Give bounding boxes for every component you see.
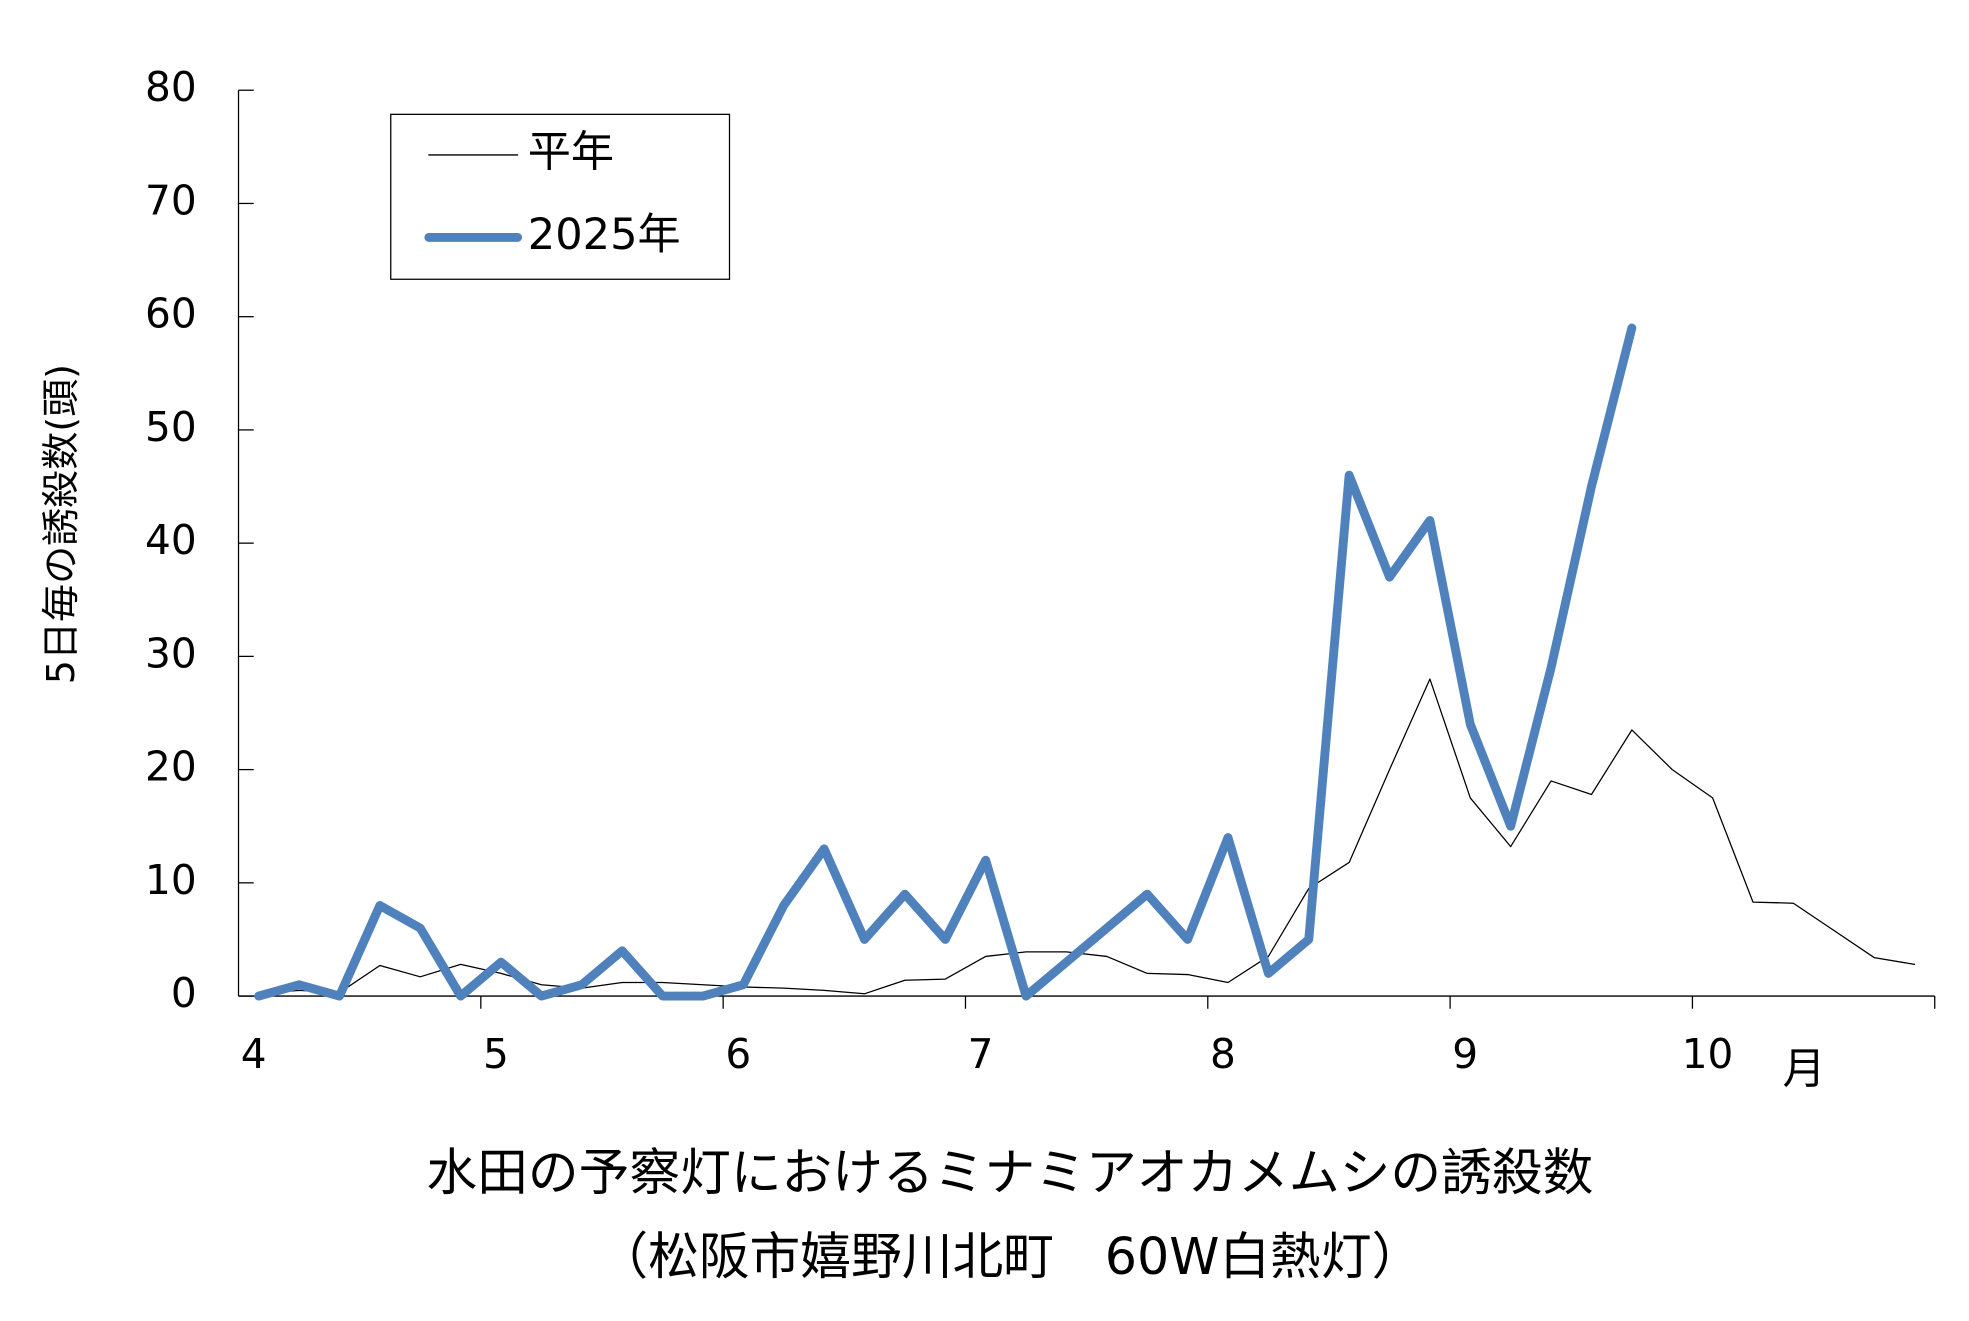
chart-subtitle: （松阪市嬉野川北町 60W白熱灯）	[597, 1227, 1422, 1286]
y-tick-label: 10	[145, 856, 197, 904]
y-tick-label: 60	[145, 290, 197, 338]
x-axis-unit: 月	[1783, 1045, 1826, 1095]
x-tick-label: 9	[1452, 1030, 1478, 1078]
x-tick-label: 10	[1682, 1030, 1734, 1078]
legend-box	[390, 113, 731, 280]
x-tick-label: 5	[483, 1030, 509, 1078]
y-tick-label: 70	[145, 176, 197, 224]
legend-label: 2025年	[528, 210, 681, 260]
series-line	[254, 323, 1637, 1001]
y-tick-label: 80	[145, 63, 197, 111]
legend-label: 平年	[528, 127, 614, 177]
x-tick-label: 6	[725, 1030, 751, 1078]
x-tick-label: 4	[241, 1030, 267, 1078]
x-tick-label: 7	[968, 1030, 994, 1078]
series-line	[258, 678, 1916, 995]
y-tick-label: 50	[145, 403, 197, 451]
x-tick-label: 8	[1210, 1030, 1236, 1078]
y-tick-label: 30	[145, 629, 197, 677]
y-axis-label: 5日毎の誘殺数(頭)	[39, 364, 83, 684]
chart-title: 水田の予察灯におけるミナミアオカメムシの誘殺数	[426, 1143, 1593, 1202]
y-tick-label: 40	[145, 516, 197, 564]
y-tick-label: 20	[145, 743, 197, 791]
y-tick-label: 0	[171, 969, 197, 1017]
